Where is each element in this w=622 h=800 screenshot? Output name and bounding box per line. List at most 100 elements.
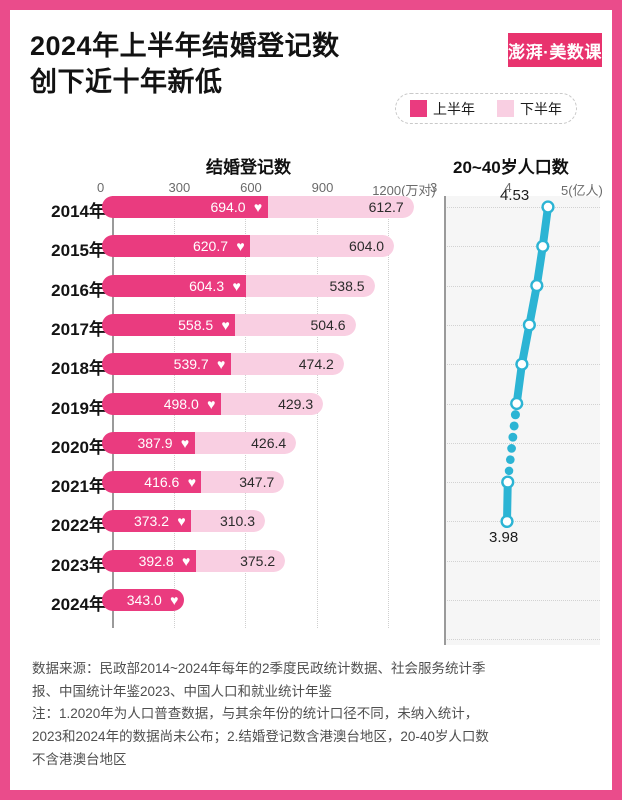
bar-segment-second-half <box>201 471 285 494</box>
right-gridline-8 <box>444 521 600 523</box>
bar-segment-first-half <box>102 313 236 336</box>
bar-value-first-half-2020年: 387.9 <box>137 434 173 451</box>
left-axis-tick-2: 600 <box>240 180 262 195</box>
line-marker-2018年 <box>515 357 529 371</box>
row-label-2015年: 2015年 <box>51 241 106 261</box>
right-axis-tick-0: 3 <box>430 180 438 195</box>
infographic-canvas: 2024年上半年结婚登记数 创下近十年新低 澎湃·美数课 上半年 下半年 结婚登… <box>10 10 612 790</box>
bar-value-first-half-2019年: 498.0 <box>163 395 199 412</box>
right-axis-tick-2: 5(亿人) <box>561 183 603 198</box>
bar-2024年[interactable] <box>102 589 184 611</box>
line-dot-missing-5 <box>505 455 515 464</box>
row-label-2014年: 2014年 <box>51 202 106 221</box>
bar-segment-second-half <box>195 549 286 572</box>
left-axis-tick-1: 300 <box>168 180 191 195</box>
left-panel-title: 结婚登记数 <box>206 158 291 177</box>
right-axis-tick-1: 4 <box>504 180 512 195</box>
bar-value-first-half-2014年: 694.0 <box>210 199 246 215</box>
bar-segment-first-half <box>102 589 184 611</box>
bar-value-second-half-2021年: 347.7 <box>239 474 275 491</box>
row-label-2024年: 2024年 <box>51 595 106 614</box>
heart-icon: ♥ <box>253 199 263 215</box>
left-axis-tick-3: 900 <box>311 180 334 195</box>
bar-segment-first-half <box>102 392 221 415</box>
bar-2017年[interactable] <box>102 313 356 336</box>
bar-2023年[interactable] <box>102 549 286 572</box>
footer-notes: 数据来源：民政部2014~2024年每年的2季度民政统计数据、社会服务统计季 报… <box>32 658 592 771</box>
bar-value-second-half-2015年: 604.0 <box>349 238 385 255</box>
bar-2022年[interactable] <box>102 510 265 533</box>
line-chart <box>500 200 555 529</box>
left-gridline-3 <box>388 196 390 628</box>
footer-line-2: 报、中国统计年鉴2023、中国人口和就业统计年鉴 <box>32 683 333 699</box>
heart-icon: ♥ <box>221 316 230 333</box>
right-gridline-9 <box>444 560 600 562</box>
row-label-2023年: 2023年 <box>51 555 106 575</box>
line-marker-2017年 <box>522 318 536 332</box>
legend-label-second-half: 下半年 <box>520 100 562 117</box>
legend-item-first-half: 上半年 <box>410 99 475 119</box>
heart-icon: ♥ <box>170 592 179 608</box>
bar-2021年[interactable] <box>102 471 285 494</box>
bar-2016年[interactable] <box>102 274 375 297</box>
line-marker-2014年 <box>541 200 555 214</box>
bar-segment-first-half <box>102 353 231 376</box>
bar-segment-second-half <box>250 235 395 258</box>
chart-legend: 上半年 下半年 <box>395 93 577 124</box>
bar-value-second-half-2018年: 474.2 <box>298 356 334 373</box>
bar-segment-first-half <box>102 431 195 454</box>
right-gridline-1 <box>444 246 600 248</box>
bar-2015年[interactable] <box>102 235 395 258</box>
row-label-2020年: 2020年 <box>51 437 106 457</box>
bar-segment-second-half <box>220 392 324 415</box>
row-label-2016年: 2016年 <box>51 280 106 300</box>
right-gridline-0 <box>444 207 600 208</box>
bar-value-first-half-2023年: 392.8 <box>138 552 174 569</box>
row-label-2019年: 2019年 <box>51 398 106 418</box>
line-dot-missing-6 <box>504 466 514 476</box>
bar-segment-second-half <box>191 510 265 533</box>
bar-segment-first-half <box>102 235 251 258</box>
bar-value-first-half-2022年: 373.2 <box>133 513 169 530</box>
line-marker-2021年 <box>501 475 515 489</box>
row-label-2021年: 2021年 <box>51 477 106 497</box>
bar-value-first-half-2017年: 558.5 <box>178 316 214 333</box>
line-dot-missing-4 <box>507 444 516 453</box>
bar-value-second-half-2014年: 612.7 <box>368 199 404 215</box>
line-label-top: 4.53 <box>499 187 530 204</box>
heart-icon: ♥ <box>180 434 190 451</box>
bar-segment-second-half <box>246 274 375 297</box>
heart-icon: ♥ <box>236 238 245 255</box>
left-axis-tick-0: 0 <box>97 180 105 195</box>
bar-segment-second-half <box>230 353 344 376</box>
bar-value-first-half-2016年: 604.3 <box>189 277 225 294</box>
legend-item-second-half: 下半年 <box>497 99 562 119</box>
right-panel-title: 20~40岁人口数 <box>453 158 569 177</box>
bar-segment-first-half <box>102 549 196 572</box>
left-axis-tick-4: 1200(万对) <box>372 183 436 198</box>
row-label-2017年: 2017年 <box>51 319 106 339</box>
bar-segment-second-half <box>267 196 414 218</box>
bar-2014年[interactable] <box>102 196 414 218</box>
right-axis-line <box>444 196 446 645</box>
heart-icon: ♥ <box>207 395 216 412</box>
legend-swatch-second-half <box>497 100 514 117</box>
bar-2019年[interactable] <box>102 392 324 415</box>
bar-2018年[interactable] <box>102 353 344 376</box>
bar-segment-first-half <box>102 274 247 297</box>
right-gridline-10 <box>444 600 600 601</box>
bar-segment-first-half <box>102 510 191 533</box>
bar-value-second-half-2023年: 375.2 <box>240 552 276 569</box>
right-gridline-6 <box>444 442 600 444</box>
bar-2020年[interactable] <box>102 431 297 454</box>
right-gridline-2 <box>444 285 600 287</box>
right-gridline-11 <box>444 639 600 641</box>
bar-segment-first-half <box>102 471 202 494</box>
line-label-bottom: 3.98 <box>489 529 519 547</box>
bar-value-first-half-2021年: 416.6 <box>144 474 180 491</box>
legend-swatch-first-half <box>410 100 427 117</box>
bar-value-second-half-2019年: 429.3 <box>278 395 314 412</box>
line-marker-2016年 <box>530 279 544 293</box>
page-title: 2024年上半年结婚登记数 创下近十年新低 <box>30 28 430 101</box>
